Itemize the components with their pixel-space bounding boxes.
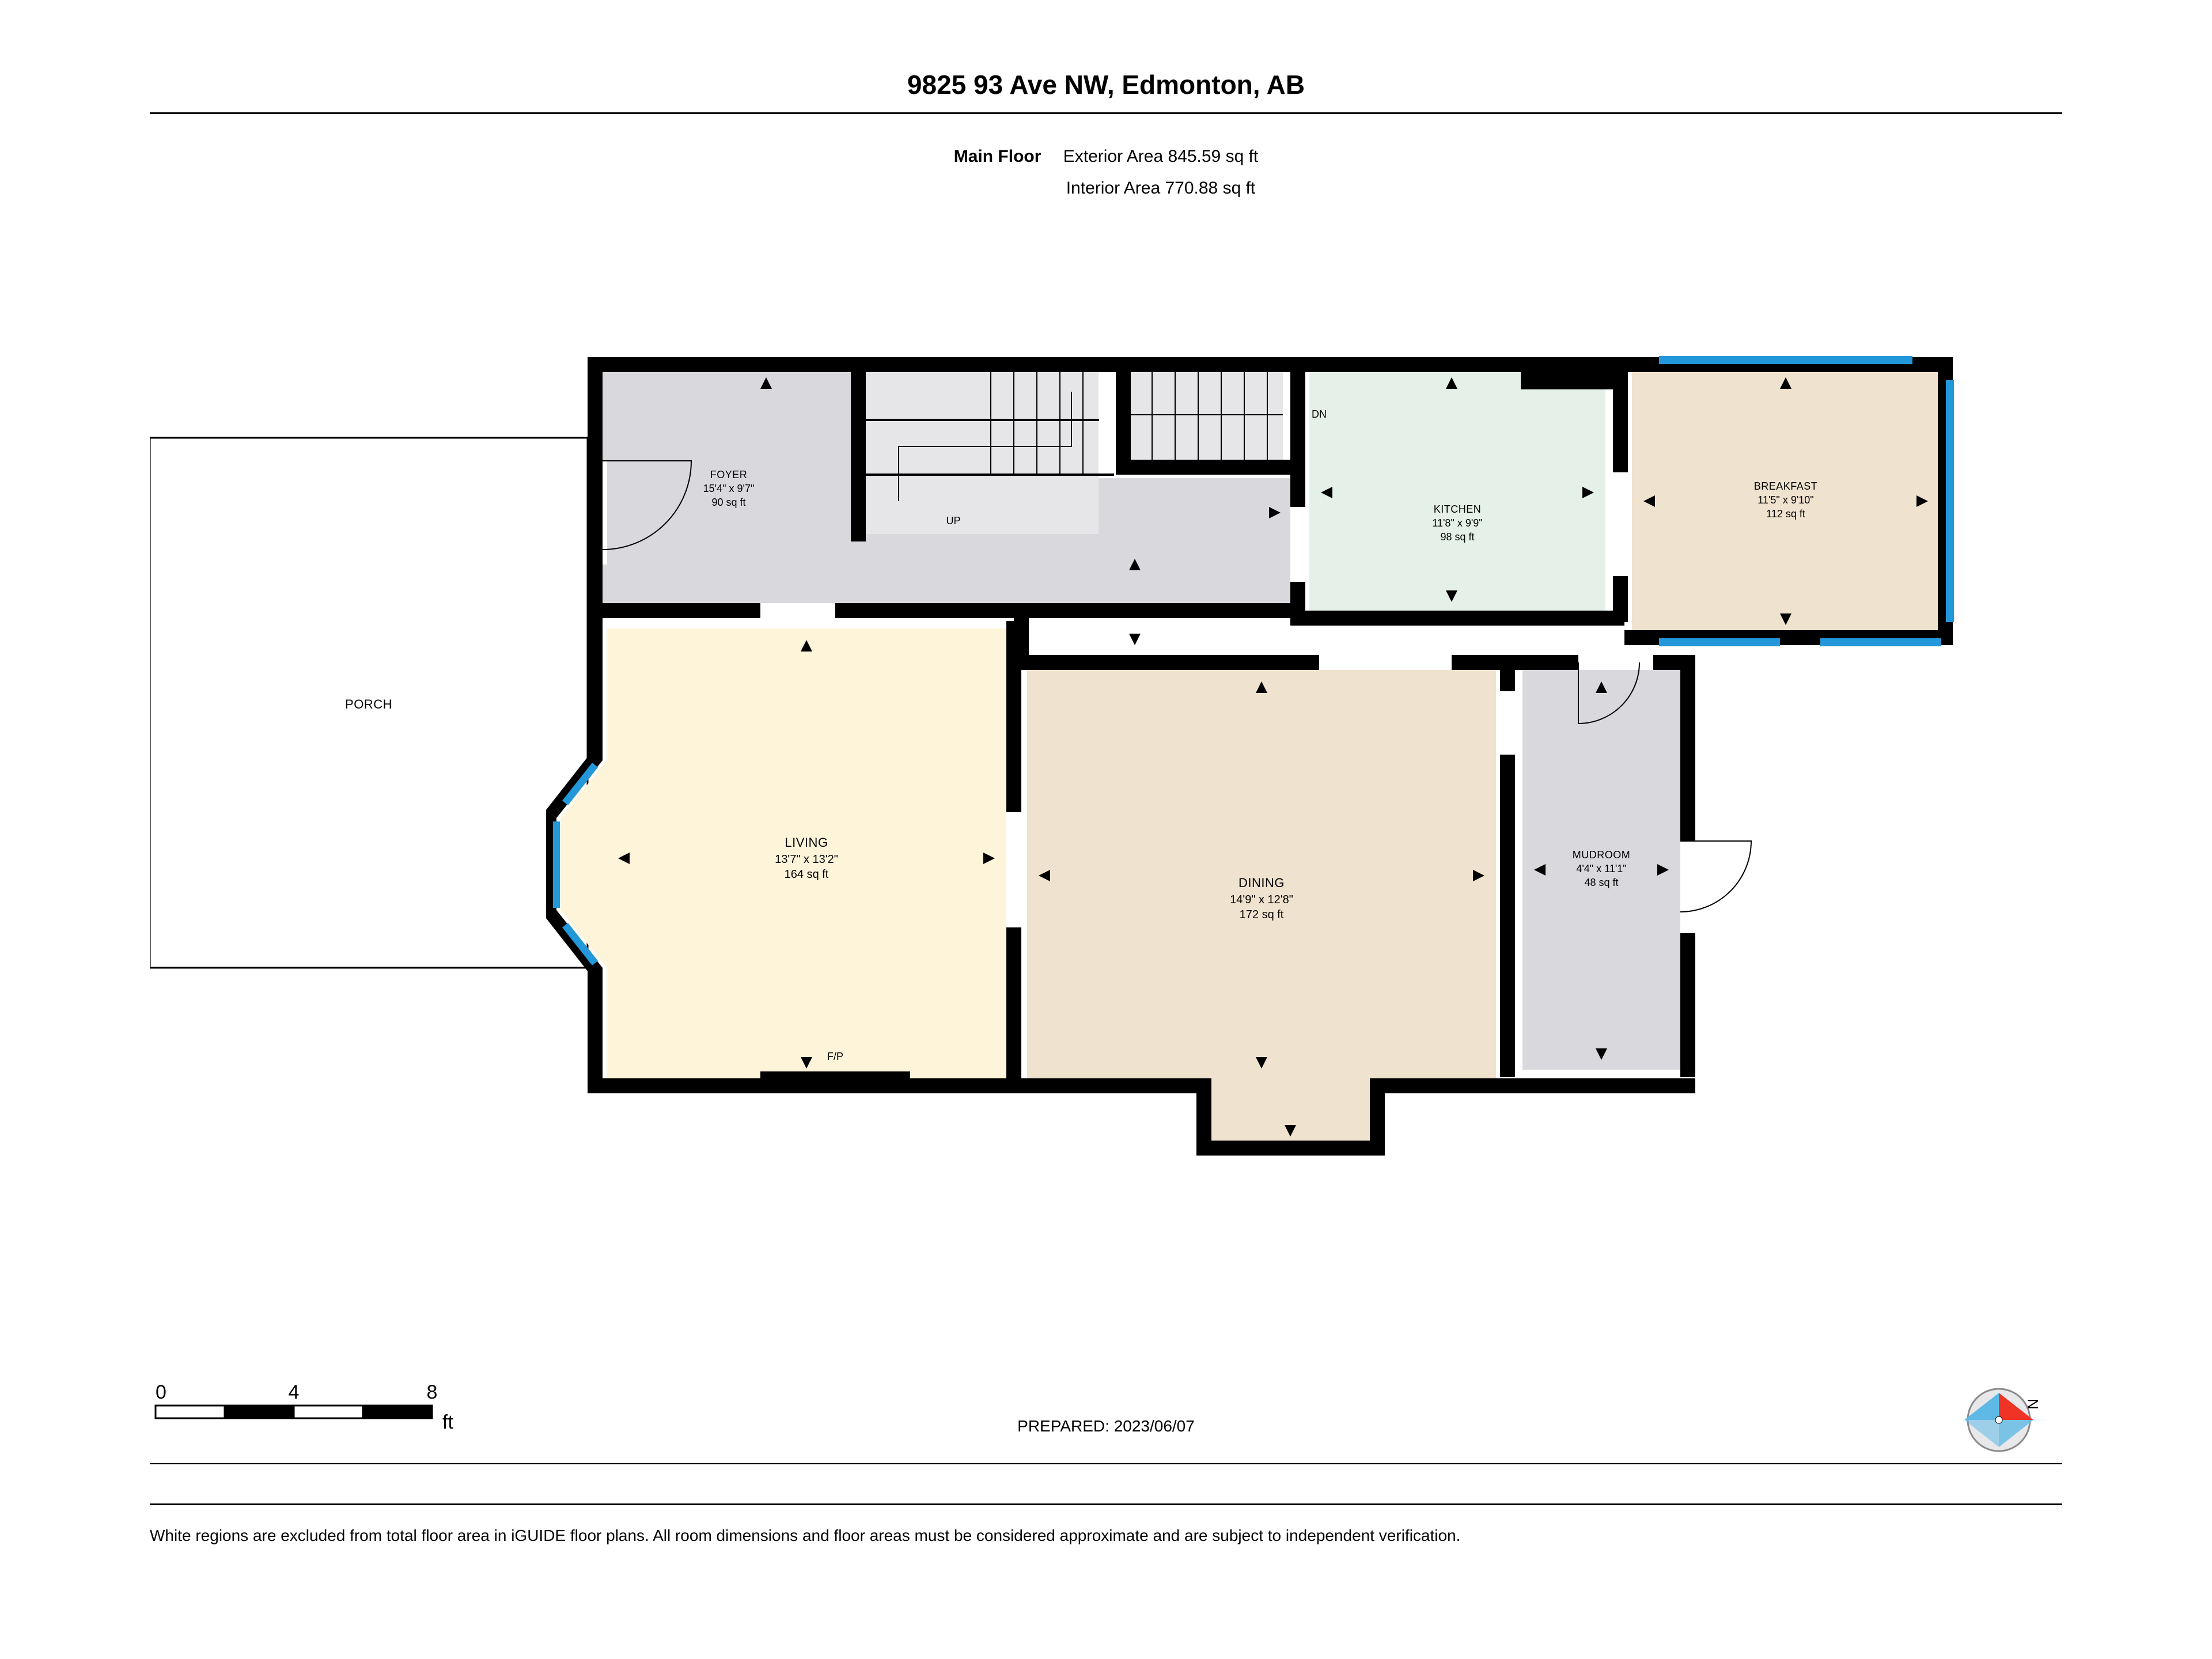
dn-label: DN [1312, 408, 1327, 420]
rule-mid [150, 1463, 2062, 1464]
kitchen-area: 98 sq ft [1440, 531, 1474, 543]
dining-area: 172 sq ft [1240, 908, 1284, 921]
address-title: 9825 93 Ave NW, Edmonton, AB [0, 69, 2212, 100]
fireplace [760, 1071, 910, 1080]
stairs-up-region [866, 365, 1099, 534]
meta-row-2: Main Floor Interior Area 770.88 sq ft [0, 179, 2212, 198]
breakfast-name: BREAKFAST [1754, 480, 1818, 492]
scale-0: 0 [156, 1382, 166, 1403]
foyer-area: 90 sq ft [711, 497, 745, 508]
scale-8: 8 [427, 1382, 438, 1403]
kitchen-name: KITCHEN [1434, 503, 1482, 515]
kitchen-region [1309, 365, 1605, 615]
disclaimer-text: White regions are excluded from total fl… [150, 1527, 2062, 1545]
mudroom-area: 48 sq ft [1584, 877, 1618, 888]
mudroom-dims: 4'4" x 11'1" [1576, 863, 1626, 874]
dining-name: DINING [1238, 876, 1285, 890]
floor-label: Main Floor [954, 147, 1041, 166]
compass-icon: N [1947, 1382, 2039, 1460]
rule-top [150, 112, 2062, 114]
exterior-area: Exterior Area 845.59 sq ft [1063, 147, 1259, 166]
foyer-name: FOYER [710, 469, 748, 480]
living-name: LIVING [785, 835, 828, 850]
mudroom-name: MUDROOM [1573, 849, 1631, 861]
prepared-date: PREPARED: 2023/06/07 [0, 1417, 2212, 1435]
breakfast-area: 112 sq ft [1766, 508, 1805, 520]
breakfast-dims: 11'5" x 9'10" [1758, 494, 1813, 506]
rule-bottom [150, 1503, 2062, 1505]
living-area: 164 sq ft [785, 868, 829, 881]
up-label: UP [946, 515, 960, 527]
fp-label: F/P [827, 1051, 843, 1062]
interior-area: Interior Area 770.88 sq ft [1066, 179, 1256, 198]
kitchen-dims: 11'8" x 9'9" [1432, 517, 1482, 529]
porch-name: PORCH [345, 697, 392, 711]
stairs-dn-region [1131, 365, 1283, 467]
floorplan-diagram: PORCH FOYER 15'4" x 9'7" 90 sq ft UP DN … [150, 311, 2062, 1233]
scale-4: 4 [289, 1382, 300, 1403]
meta-row-1: Main Floor Exterior Area 845.59 sq ft [0, 147, 2212, 166]
living-dims: 13'7" x 13'2" [775, 853, 838, 866]
foyer-dims: 15'4" x 9'7" [703, 483, 755, 494]
compass-n: N [2024, 1399, 2039, 1410]
floorplan-page: 9825 93 Ave NW, Edmonton, AB Main Floor … [0, 0, 2212, 1659]
dining-dims: 14'9" x 12'8" [1230, 893, 1293, 906]
